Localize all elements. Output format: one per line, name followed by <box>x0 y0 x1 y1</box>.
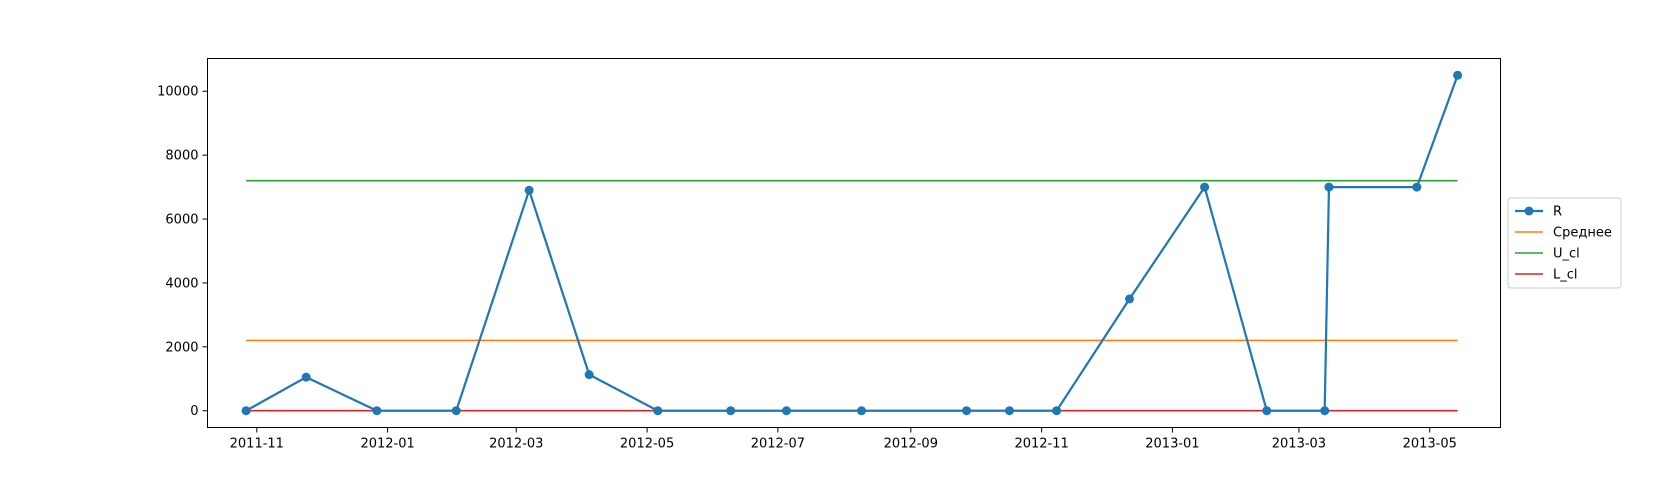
data-point-r <box>653 406 663 416</box>
data-point-r <box>1052 406 1062 416</box>
x-tick-label: 2012-05 <box>620 437 674 452</box>
x-tick-label: 2012-09 <box>884 437 938 452</box>
data-point-r <box>1320 406 1330 416</box>
data-point-r <box>1453 70 1463 80</box>
data-point-r <box>451 406 461 416</box>
y-tick-label: 0 <box>190 404 198 419</box>
data-point-r <box>524 185 534 195</box>
data-point-r <box>781 406 791 416</box>
data-point-r <box>962 406 972 416</box>
legend-label: R <box>1553 205 1562 220</box>
data-point-r <box>372 406 382 416</box>
data-point-r <box>1125 294 1135 304</box>
y-tick-label: 4000 <box>165 276 198 291</box>
legend-box <box>1507 197 1622 289</box>
y-tick-label: 10000 <box>157 85 198 100</box>
y-tick-label: 2000 <box>165 340 198 355</box>
data-point-r <box>726 406 736 416</box>
y-tick-label: 6000 <box>165 213 198 228</box>
data-point-r <box>1200 182 1210 192</box>
data-point-r <box>1412 182 1422 192</box>
x-tick-label: 2013-05 <box>1403 437 1457 452</box>
legend-marker <box>1524 206 1534 216</box>
legend-label: Среднее <box>1553 226 1612 241</box>
legend-label: L_cl <box>1553 268 1578 283</box>
x-tick-label: 2012-01 <box>360 437 414 452</box>
x-tick-label: 2012-03 <box>489 437 543 452</box>
x-tick-label: 2013-01 <box>1145 437 1199 452</box>
y-tick-label: 8000 <box>165 149 198 164</box>
data-point-r <box>857 406 867 416</box>
plot-frame <box>207 58 1501 428</box>
legend-label: U_cl <box>1553 247 1580 262</box>
series-line-r <box>245 74 1459 412</box>
data-point-r <box>1262 406 1272 416</box>
plot-layer <box>241 70 1463 416</box>
data-point-r <box>241 406 251 416</box>
data-point-r <box>1004 406 1014 416</box>
x-tick-label: 2012-11 <box>1014 437 1068 452</box>
data-point-r <box>584 370 594 380</box>
x-tick-label: 2012-07 <box>751 437 805 452</box>
legend: R Среднее U_cl L_cl <box>1507 197 1622 289</box>
x-tick-label: 2013-03 <box>1272 437 1326 452</box>
axis-layer: 2011-11 2012-01 2012-03 2012-05 2012-07 2012-… <box>157 85 1457 452</box>
data-point-r <box>301 372 311 382</box>
data-point-r <box>1324 182 1334 192</box>
x-tick-label: 2011-11 <box>230 437 284 452</box>
